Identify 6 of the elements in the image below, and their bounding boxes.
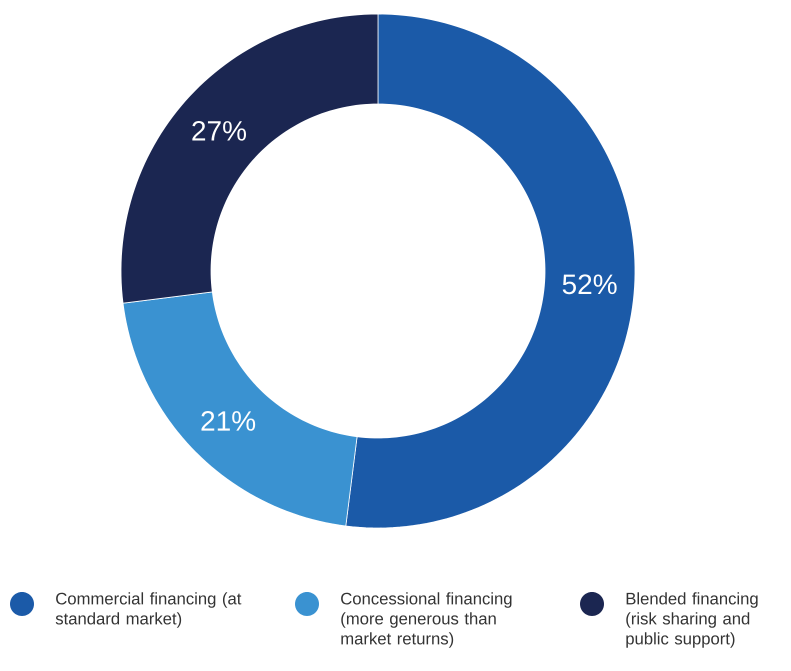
data-label: 21% xyxy=(201,411,256,431)
legend-label: Commercial financing (at standard market) xyxy=(56,592,242,628)
data-label: 27% xyxy=(192,120,246,141)
legend-label: Concessional financing (more generous than market returns) xyxy=(341,592,512,648)
data-label: 52% xyxy=(562,274,617,294)
legend-label: Blended financing (risk sharing and public support) xyxy=(626,592,758,648)
